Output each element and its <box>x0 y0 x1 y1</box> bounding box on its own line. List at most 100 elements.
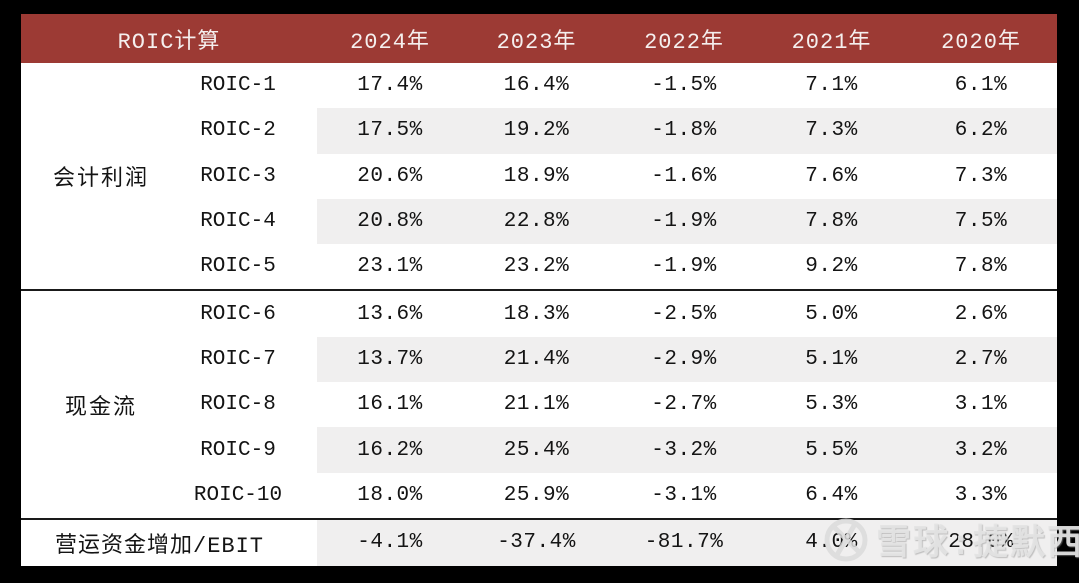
cell-2020: 7.8% <box>954 255 1008 279</box>
cell-2023: 22.8% <box>503 210 570 234</box>
cell-2021: 5.5% <box>805 438 858 462</box>
cell-2020: 3.3% <box>954 483 1008 507</box>
row-values: 20.8% 22.8% -1.9% 7.8% 7.5% <box>317 198 1057 245</box>
cell-2024: 23.1% <box>357 255 423 279</box>
header-year-2024: 2024年 <box>350 29 430 55</box>
cell-2022: -2.5% <box>651 302 717 326</box>
table-row: ROIC-9 16.2% 25.4% -3.2% 5.5% 3.2% <box>181 427 1057 473</box>
cell-2023: 25.9% <box>503 483 570 507</box>
row-values: 18.0% 25.9% -3.1% 6.4% 3.3% <box>317 473 1057 518</box>
table-row: ROIC-4 20.8% 22.8% -1.9% 7.8% 7.5% <box>181 198 1057 245</box>
cell-2023: 21.4% <box>503 347 570 371</box>
cell-2021: 4.0% <box>805 531 858 555</box>
cell-2024: 16.2% <box>357 438 423 462</box>
cell-2020: 2.7% <box>954 347 1008 371</box>
cell-2020: 2.6% <box>954 302 1008 326</box>
cell-2022: -1.8% <box>651 119 717 143</box>
row-label: ROIC-6 <box>181 303 317 326</box>
cell-2021: 5.1% <box>805 347 858 371</box>
row-values: 13.6% 18.3% -2.5% 5.0% 2.6% <box>317 291 1057 336</box>
table-row: ROIC-7 13.7% 21.4% -2.9% 5.1% 2.7% <box>181 336 1057 383</box>
group-accounting-profit: 会计利润 ROIC-1 17.4% 16.4% -1.5% 7.1% 6.1% … <box>21 63 1057 292</box>
row-label-text: ROIC-2 <box>200 119 276 143</box>
row-label: ROIC-8 <box>181 393 317 416</box>
cell-2021: 7.1% <box>805 74 858 98</box>
cell-2023: 19.2% <box>503 119 570 143</box>
cell-2021: 7.8% <box>805 210 858 234</box>
cell-2023: 18.9% <box>503 164 570 188</box>
cell-2021: 6.4% <box>805 483 858 507</box>
row-values: 16.2% 25.4% -3.2% 5.5% 3.2% <box>317 427 1057 473</box>
cell-2024: 13.6% <box>357 302 423 326</box>
cell-2023: 23.2% <box>503 255 570 279</box>
header-roic-calc: ROIC计算 <box>117 29 221 55</box>
header-year-2021: 2021年 <box>791 29 872 55</box>
table-row: ROIC-5 23.1% 23.2% -1.9% 9.2% 7.8% <box>181 244 1057 289</box>
cell-2022: -2.7% <box>651 393 717 417</box>
table-row: ROIC-2 17.5% 19.2% -1.8% 7.3% 6.2% <box>181 108 1057 154</box>
row-label-text: ROIC-4 <box>200 210 276 234</box>
row-label: ROIC-9 <box>181 439 317 462</box>
cell-2020: 7.3% <box>954 164 1008 188</box>
roic-table: ROIC计算 2024年 2023年 2022年 2021年 2020年 会计利… <box>21 14 1057 566</box>
row-values: 17.5% 19.2% -1.8% 7.3% 6.2% <box>317 108 1057 154</box>
cell-2021: 9.2% <box>805 255 858 279</box>
group-cash-flow: 现金流 ROIC-6 13.6% 18.3% -2.5% 5.0% 2.6% R… <box>21 291 1057 520</box>
row-values: 17.4% 16.4% -1.5% 7.1% 6.1% <box>317 63 1057 108</box>
row-values: 13.7% 21.4% -2.9% 5.1% 2.7% <box>317 336 1057 383</box>
cell-2020: 3.1% <box>954 393 1008 417</box>
row-label: ROIC-10 <box>181 484 317 507</box>
header-year-2020: 2020年 <box>941 29 1021 55</box>
cell-2021: 5.0% <box>805 302 858 326</box>
cell-2023: 21.1% <box>503 393 570 417</box>
cell-2021: 5.3% <box>805 393 858 417</box>
cell-2024: 17.5% <box>357 119 423 143</box>
cell-2023: 25.4% <box>503 438 570 462</box>
row-label-text: ROIC-6 <box>200 302 276 326</box>
row-label: ROIC-5 <box>181 255 317 278</box>
cell-2021: 7.6% <box>805 164 858 188</box>
table-row: ROIC-10 18.0% 25.9% -3.1% 6.4% 3.3% <box>181 473 1057 518</box>
cell-2022: -1.9% <box>651 255 717 279</box>
table-row: ROIC-6 13.6% 18.3% -2.5% 5.0% 2.6% <box>181 291 1057 336</box>
cell-2022: -2.9% <box>651 347 717 371</box>
summary-row-label: 营运资金增加/EBIT <box>55 533 265 559</box>
summary-row: 营运资金增加/EBIT -4.1% -37.4% -81.7% 4.0% 28.… <box>21 519 1057 566</box>
row-label-text: ROIC-3 <box>200 164 276 188</box>
row-label-text: ROIC-8 <box>200 393 276 417</box>
row-label-text: ROIC-7 <box>200 347 276 371</box>
row-values: 20.6% 18.9% -1.6% 7.6% 7.3% <box>317 154 1057 199</box>
cell-2024: 20.6% <box>357 164 423 188</box>
table-header-row: ROIC计算 2024年 2023年 2022年 2021年 2020年 <box>21 14 1057 63</box>
cell-2024: 18.0% <box>357 483 423 507</box>
cell-2023: 16.4% <box>503 74 570 98</box>
row-label: ROIC-4 <box>181 210 317 233</box>
cell-2024: 13.7% <box>357 347 423 371</box>
row-values: 23.1% 23.2% -1.9% 9.2% 7.8% <box>317 244 1057 289</box>
row-values: -4.1% -37.4% -81.7% 4.0% 28.0% <box>317 519 1057 566</box>
cell-2020: 3.2% <box>954 438 1008 462</box>
cell-2024: 20.8% <box>357 210 423 234</box>
cell-2024: -4.1% <box>357 531 423 555</box>
cell-2020: 7.5% <box>954 210 1008 234</box>
cell-2022: -1.9% <box>651 210 717 234</box>
row-label-text: ROIC-5 <box>200 255 276 279</box>
cell-2024: 16.1% <box>357 393 423 417</box>
header-year-2023: 2023年 <box>496 29 577 55</box>
cell-2020: 6.1% <box>954 74 1008 98</box>
cell-2020: 28.0% <box>948 531 1014 555</box>
table-row: ROIC-8 16.1% 21.1% -2.7% 5.3% 3.1% <box>181 382 1057 427</box>
cell-2022: -1.5% <box>651 74 717 98</box>
cell-2020: 6.2% <box>954 119 1008 143</box>
table-row: ROIC-3 20.6% 18.9% -1.6% 7.6% 7.3% <box>181 154 1057 199</box>
cell-2022: -1.6% <box>651 164 717 188</box>
group-label: 会计利润 <box>52 167 149 193</box>
cell-2022: -3.1% <box>651 483 717 507</box>
row-label: ROIC-2 <box>181 119 317 142</box>
row-label-text: ROIC-10 <box>193 483 283 507</box>
row-label: ROIC-1 <box>181 74 317 97</box>
header-year-2022: 2022年 <box>644 29 724 55</box>
row-values: 16.1% 21.1% -2.7% 5.3% 3.1% <box>317 382 1057 427</box>
cell-2023: 18.3% <box>503 302 570 326</box>
